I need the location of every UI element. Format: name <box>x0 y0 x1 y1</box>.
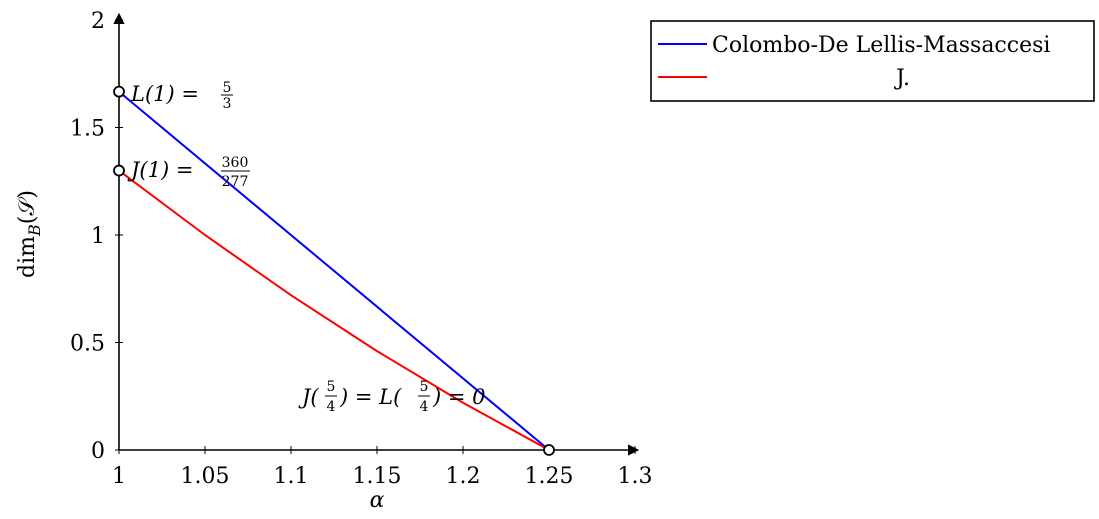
marker-group <box>113 85 555 456</box>
tick-group: 1 1.05 1.1 1.15 1.2 1.25 1.3 0 0.5 1 1.5 2 <box>70 9 653 489</box>
svg-text:5: 5 <box>420 379 429 395</box>
series-line-1 <box>118 169 550 451</box>
point-marker-0 <box>113 85 125 98</box>
annotation-l1: L(1) = 5 3 <box>130 80 233 112</box>
svg-text:J(: J( <box>298 385 319 409</box>
svg-text:277: 277 <box>222 174 249 190</box>
y-tick-label-3: 1.5 <box>70 117 105 142</box>
series-line-0 <box>118 90 550 451</box>
x-tick-label-3: 1.15 <box>353 464 402 489</box>
legend-label-0: Colombo-De Lellis-Massaccesi <box>712 33 1050 58</box>
y-tick-label-1: 0.5 <box>70 332 105 357</box>
svg-text:4: 4 <box>327 399 336 415</box>
svg-text:4: 4 <box>420 399 429 415</box>
legend-box <box>650 20 1095 102</box>
x-tick-label-5: 1.25 <box>525 464 574 489</box>
svg-text:L(1) =: L(1) = <box>130 82 199 106</box>
svg-text:5: 5 <box>223 80 232 96</box>
y-tick-label-4: 2 <box>91 9 105 34</box>
y-tick-label-2: 1 <box>91 224 105 249</box>
svg-text:) = L(: ) = L( <box>339 385 402 409</box>
annotation-j-five-fourths: J( 5 4 ) = L( 5 4 ) = 0 <box>298 379 486 415</box>
y-axis-label: dimB(𝒮) <box>15 190 44 278</box>
series-group <box>118 90 550 451</box>
x-tick-label-0: 1 <box>112 464 126 489</box>
annotation-j1: J(1) = 360 277 <box>127 155 250 190</box>
point-marker-1 <box>113 164 125 177</box>
y-tick-label-0: 0 <box>91 439 105 464</box>
svg-text:5: 5 <box>327 379 336 395</box>
point-marker-2 <box>543 444 555 456</box>
legend-label-1: J. <box>894 66 910 91</box>
x-tick-label-6: 1.3 <box>618 464 653 489</box>
x-tick-label-1: 1.05 <box>181 464 230 489</box>
svg-text:) = 0: ) = 0 <box>432 385 486 409</box>
legend: Colombo-De Lellis-Massaccesi J. <box>650 20 1095 102</box>
svg-text:360: 360 <box>222 155 249 171</box>
svg-text:3: 3 <box>223 96 232 112</box>
x-axis-label: α <box>370 488 385 513</box>
svg-text:J(1) =: J(1) = <box>127 158 193 182</box>
x-tick-label-4: 1.2 <box>446 464 481 489</box>
x-tick-label-2: 1.1 <box>274 464 309 489</box>
